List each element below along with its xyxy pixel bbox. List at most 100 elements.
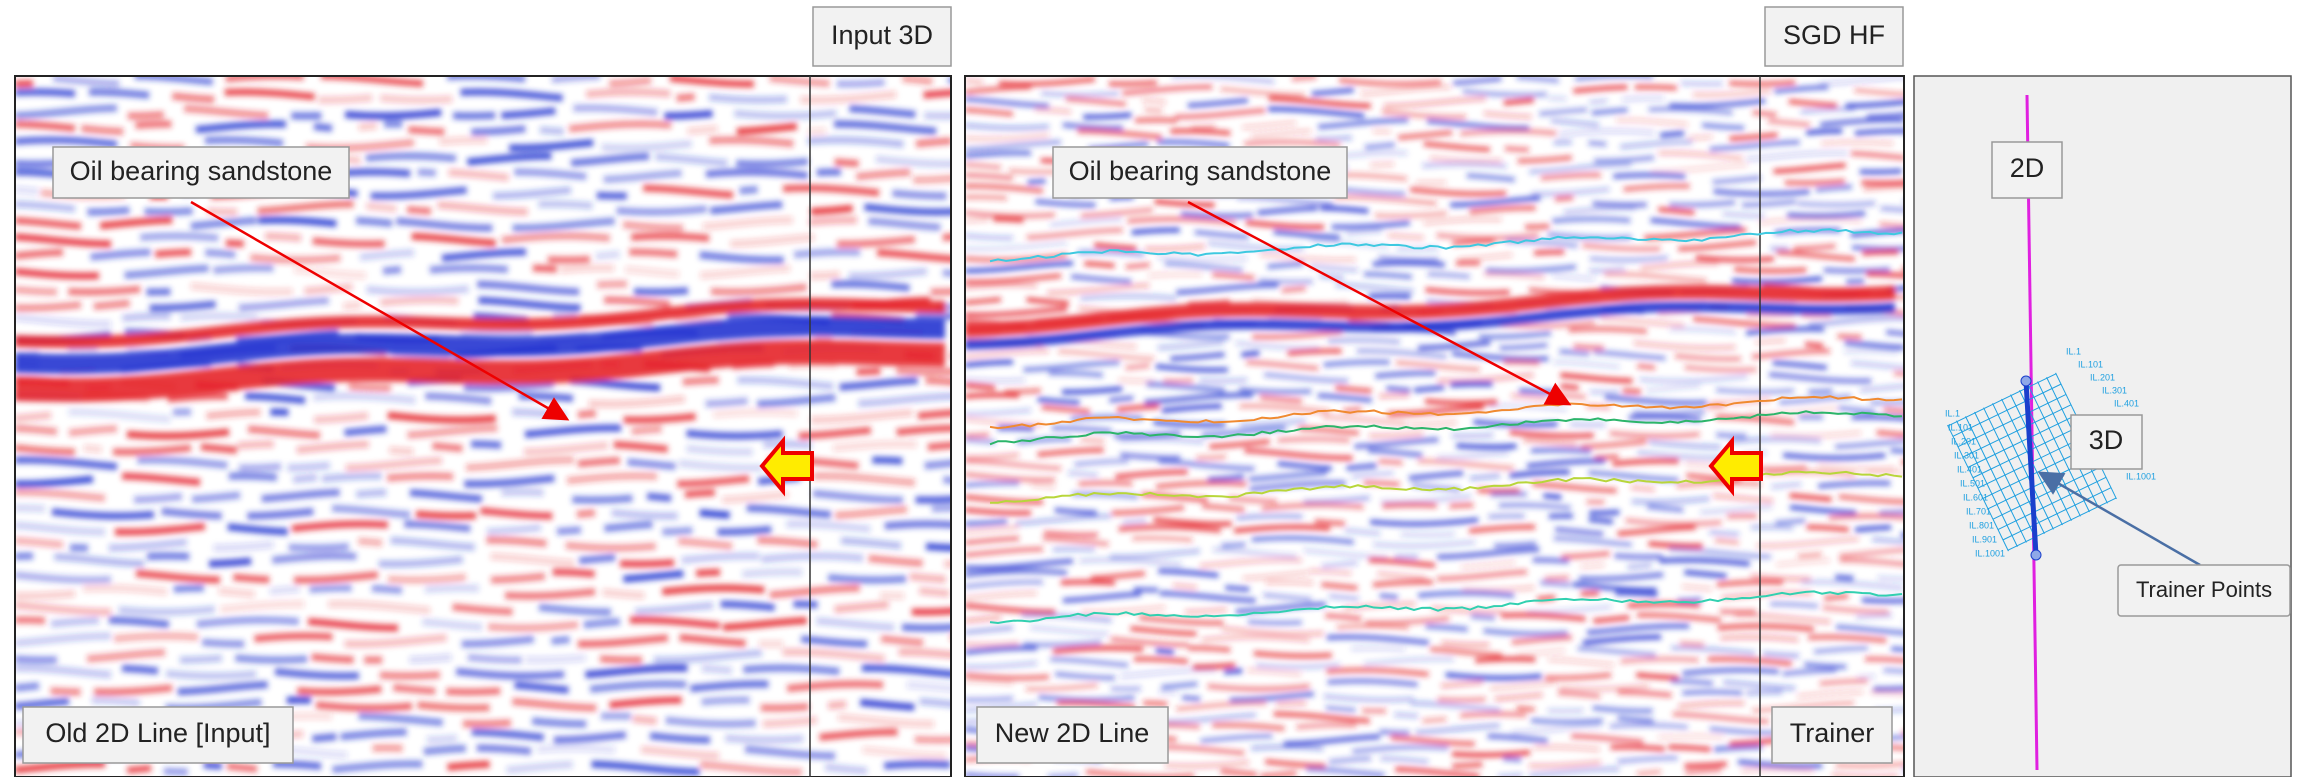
seismic-wavelet	[1322, 563, 1358, 566]
seismic-wavelet	[288, 465, 330, 468]
inline-label: IL.801	[1969, 520, 1994, 530]
seismic-wavelet	[869, 558, 923, 563]
seismic-wavelet	[677, 97, 695, 99]
seismic-wavelet	[109, 620, 169, 624]
seismic-wavelet	[226, 243, 244, 244]
seismic-wavelet	[965, 285, 1037, 288]
seismic-wavelet	[1763, 654, 1799, 656]
seismic-wavelet	[965, 81, 983, 83]
seismic-wavelet	[662, 588, 764, 592]
seismic-wavelet	[51, 691, 81, 692]
panel-caption: Old 2D Line [Input]	[45, 718, 270, 748]
seismic-wavelet	[1373, 263, 1445, 265]
seismic-wavelet	[372, 588, 402, 590]
inline-label: IL.301	[1954, 450, 1979, 460]
seismic-wavelet	[623, 225, 683, 228]
seismic-wavelet	[761, 707, 809, 708]
seismic-wavelet	[15, 92, 75, 94]
seismic-wavelet	[1621, 659, 1699, 662]
seismic-wavelet	[239, 466, 281, 468]
seismic-wavelet	[1680, 643, 1704, 644]
seismic-wavelet	[1276, 703, 1306, 704]
seismic-wavelet	[1658, 736, 1724, 737]
seismic-wavelet	[1723, 214, 1765, 216]
seismic-wavelet	[837, 82, 885, 84]
seismic-wavelet	[1023, 642, 1101, 645]
seismic-wavelet	[1368, 296, 1410, 297]
seismic-wavelet	[1321, 584, 1357, 587]
seismic-wavelet	[15, 415, 51, 418]
seismic-wavelet	[448, 764, 490, 767]
seismic-wavelet	[965, 197, 1007, 198]
seismic-wavelet	[1126, 265, 1150, 267]
seismic-wavelet	[1797, 203, 1875, 205]
seismic-wavelet	[1188, 648, 1230, 650]
seismic-wavelet	[122, 668, 158, 671]
seismic-wavelet	[763, 720, 817, 724]
seismic-wavelet	[1423, 164, 1507, 166]
seismic-wavelet	[501, 492, 543, 493]
seismic-wavelet	[1593, 618, 1629, 621]
seismic-wavelet	[501, 111, 555, 116]
seismic-wavelet	[162, 511, 222, 516]
seismic-wavelet	[557, 530, 581, 532]
seismic-wavelet	[1559, 351, 1589, 353]
seismic-wavelet	[94, 303, 130, 306]
seismic-wavelet	[1715, 540, 1739, 542]
inline-label: IL.1001	[2126, 471, 2156, 481]
seismic-wavelet	[965, 483, 1019, 485]
seismic-wavelet	[1132, 230, 1180, 233]
seismic-wavelet	[87, 210, 129, 212]
seismic-wavelet	[1049, 373, 1103, 375]
seismic-wavelet	[1589, 512, 1619, 513]
seismic-wavelet	[1574, 346, 1604, 348]
seismic-wavelet	[706, 172, 808, 176]
seismic-wavelet	[1078, 483, 1132, 484]
seismic-wavelet	[51, 620, 99, 624]
seismic-wavelet	[721, 604, 775, 608]
seismic-wavelet	[1134, 589, 1158, 590]
seismic-wavelet	[15, 541, 63, 545]
seismic-wavelet	[1031, 485, 1055, 487]
seismic-wavelet	[461, 332, 533, 335]
seismic-wavelet	[1451, 435, 1493, 436]
seismic-wavelet	[119, 609, 215, 612]
seismic-wavelet	[15, 620, 45, 621]
seismic-wavelet	[1259, 280, 1313, 282]
seismic-wavelet	[1677, 599, 1701, 600]
seismic-wavelet	[717, 529, 771, 532]
corner-label: SGD HF	[1783, 20, 1885, 50]
seismic-wavelet	[52, 512, 154, 516]
seismic-wavelet	[1775, 520, 1805, 523]
seismic-wavelet	[1278, 439, 1350, 441]
seismic-wavelet	[254, 636, 332, 639]
seismic-wavelet	[579, 557, 615, 560]
seismic-wavelet	[1770, 604, 1818, 606]
inline-label: IL.101	[1948, 422, 1973, 432]
seismic-wavelet	[1613, 461, 1679, 464]
seismic-wavelet	[1862, 600, 1910, 601]
seismic-wavelet	[810, 275, 840, 276]
seismic-wavelet	[310, 588, 352, 589]
seismic-wavelet	[297, 689, 381, 692]
seismic-wavelet	[1729, 82, 1795, 84]
seismic-wavelet	[625, 269, 679, 274]
seismic-wavelet	[180, 658, 222, 660]
seismic-wavelet	[709, 97, 787, 100]
seismic-wavelet	[1531, 720, 1603, 722]
seismic-wavelet	[1610, 433, 1700, 436]
seismic-wavelet	[1677, 483, 1761, 486]
seismic-wavelet	[1344, 530, 1380, 533]
seismic-wavelet	[965, 435, 989, 436]
seismic-wavelet	[213, 268, 273, 270]
seismic-wavelet	[1862, 181, 1922, 183]
seismic-wavelet	[1753, 112, 1777, 114]
seismic-wavelet	[356, 221, 392, 224]
seismic-wavelet	[15, 686, 39, 688]
seismic-wavelet	[122, 316, 170, 318]
seismic-wavelet	[1540, 583, 1570, 585]
seismic-wavelet	[647, 496, 671, 498]
inline-label: IL.401	[1957, 464, 1982, 474]
seismic-wavelet	[1696, 257, 1774, 260]
seismic-wavelet	[1545, 578, 1569, 579]
